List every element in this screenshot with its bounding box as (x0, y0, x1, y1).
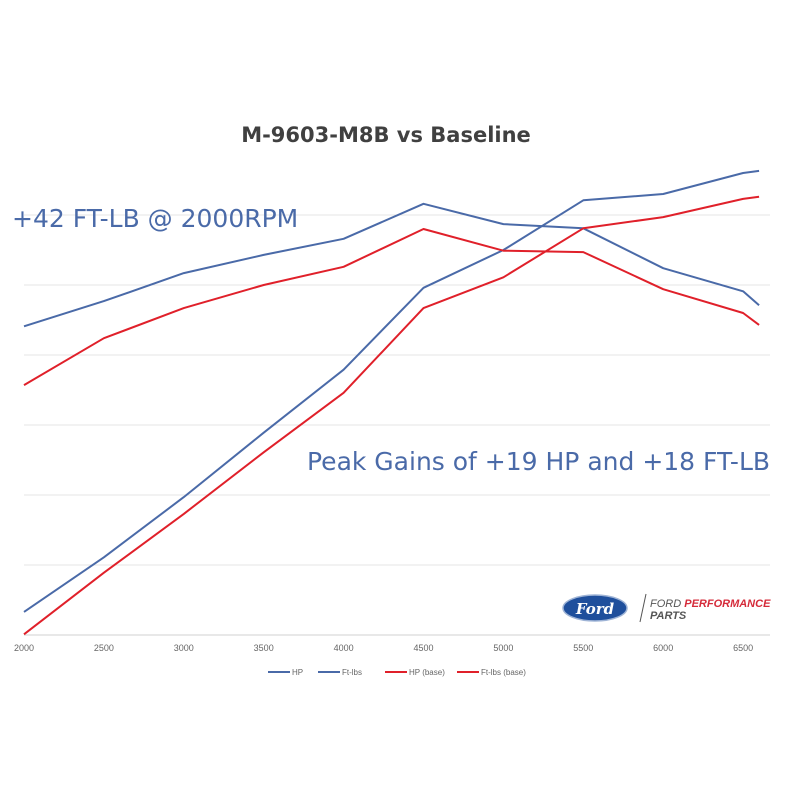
x-tick-label: 5000 (493, 643, 513, 653)
x-tick-label: 3500 (254, 643, 274, 653)
x-axis-ticks: 2000 2500 3000 3500 4000 4500 5000 5500 6000 6500 (14, 643, 753, 653)
x-tick-label: 6500 (733, 643, 753, 653)
x-tick-label: 5500 (573, 643, 593, 653)
logo-ford-word: FORD (650, 598, 681, 610)
legend: HP Ft-lbs HP (base) Ft-lbs (base) (268, 668, 526, 677)
annotation-peak-gains: Peak Gains of +19 HP and +18 FT-LB (307, 447, 770, 476)
x-tick-label: 3000 (174, 643, 194, 653)
ford-oval-icon (562, 594, 628, 622)
ford-performance-logo: Ford FORD PERFORMANCE PARTS (562, 593, 771, 623)
ford-logo-text: Ford (575, 600, 615, 618)
series-line-hp (23, 169, 760, 613)
series-line-ft-lbs-base (23, 228, 760, 386)
chart-title: M-9603-M8B vs Baseline (241, 123, 531, 147)
x-tick-label: 6000 (653, 643, 673, 653)
series-line-ft-lbs (23, 202, 760, 328)
gridlines (24, 214, 770, 636)
legend-label: HP (base) (409, 668, 445, 677)
x-tick-label: 2000 (14, 643, 34, 653)
legend-label: Ft-lbs (342, 668, 362, 677)
series-line-hp-base (23, 195, 760, 636)
x-tick-label: 2500 (94, 643, 114, 653)
legend-label: Ft-lbs (base) (481, 668, 526, 677)
logo-divider (639, 593, 647, 623)
series-lines (23, 169, 760, 636)
logo-line1: FORD PERFORMANCE (650, 598, 771, 610)
annotation-torque-gain: +42 FT-LB @ 2000RPM (12, 204, 298, 233)
logo-performance-word: PERFORMANCE (684, 598, 771, 610)
x-tick-label: 4000 (334, 643, 354, 653)
legend-label: HP (292, 668, 303, 677)
logo-parts-word: PARTS (650, 610, 687, 622)
x-tick-label: 4500 (413, 643, 433, 653)
